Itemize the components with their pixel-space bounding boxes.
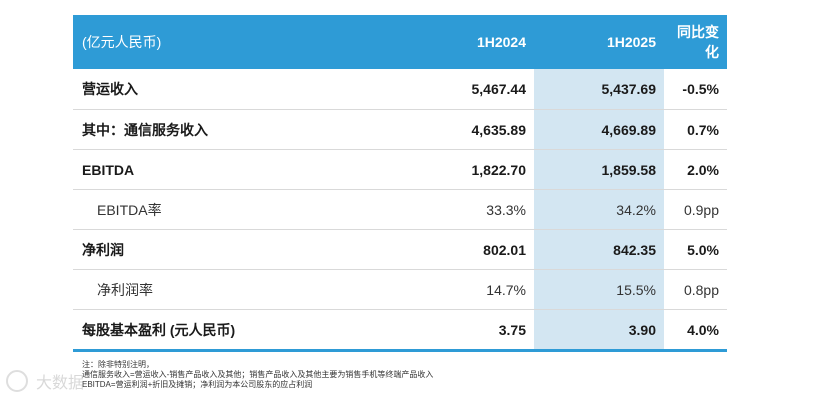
cell-yoy: 0.8pp <box>664 269 727 310</box>
row-label-net-margin: 净利润率 <box>73 269 371 310</box>
table-row: 其中：通信服务收入 4,635.89 4,669.89 0.7% <box>73 109 727 150</box>
cell-yoy: 2.0% <box>664 149 727 190</box>
cell-1h2025: 3.90 <box>534 309 664 352</box>
cell-1h2024: 33.3% <box>371 189 534 230</box>
footnote-line: 注：除非特别注明， <box>82 360 154 369</box>
cell-1h2025: 34.2% <box>534 189 664 230</box>
watermark: 大数据 <box>6 369 84 393</box>
table-row: 净利润率 14.7% 15.5% 0.8pp <box>73 269 727 310</box>
table-row: 营运收入 5,467.44 5,437.69 -0.5% <box>73 69 727 110</box>
row-label-service-revenue: 其中：通信服务收入 <box>73 109 371 150</box>
financial-summary-table: (亿元人民币) 1H2024 1H2025 同比变化 营运收入 5,467.44… <box>73 15 727 352</box>
cell-1h2024: 14.7% <box>371 269 534 310</box>
row-label-ebitda-margin: EBITDA率 <box>73 189 371 230</box>
header-unit-label: (亿元人民币) <box>73 15 371 69</box>
table-header-row: (亿元人民币) 1H2024 1H2025 同比变化 <box>73 15 727 69</box>
table-row: 每股基本盈利 (元人民币) 3.75 3.90 4.0% <box>73 309 727 352</box>
footnote-line: 通信服务收入=营运收入-销售产品收入及其他；销售产品收入及其他主要为销售手机等终… <box>82 370 434 379</box>
cell-yoy: 5.0% <box>664 229 727 270</box>
table-row: 净利润 802.01 842.35 5.0% <box>73 229 727 270</box>
cell-1h2025: 842.35 <box>534 229 664 270</box>
cell-1h2025: 5,437.69 <box>534 69 664 110</box>
cell-yoy: 0.7% <box>664 109 727 150</box>
cell-1h2024: 1,822.70 <box>371 149 534 190</box>
cell-1h2025: 4,669.89 <box>534 109 664 150</box>
cell-yoy: 4.0% <box>664 309 727 352</box>
header-yoy-change: 同比变化 <box>664 15 727 69</box>
table-row: EBITDA率 33.3% 34.2% 0.9pp <box>73 189 727 230</box>
financial-table-wrapper: (亿元人民币) 1H2024 1H2025 同比变化 营运收入 5,467.44… <box>73 15 727 352</box>
cell-1h2024: 4,635.89 <box>371 109 534 150</box>
row-label-operating-revenue: 营运收入 <box>73 69 371 110</box>
cell-1h2025: 15.5% <box>534 269 664 310</box>
cell-1h2025: 1,859.58 <box>534 149 664 190</box>
row-label-eps: 每股基本盈利 (元人民币) <box>73 309 371 352</box>
cell-yoy: 0.9pp <box>664 189 727 230</box>
header-1h2025: 1H2025 <box>534 15 664 69</box>
footnote-line: EBITDA=营运利润+折旧及摊销；净利润为本公司股东的应占利润 <box>82 380 313 389</box>
cell-yoy: -0.5% <box>664 69 727 110</box>
row-label-ebitda: EBITDA <box>73 149 371 190</box>
cell-1h2024: 3.75 <box>371 309 534 352</box>
footnotes: 注：除非特别注明， 通信服务收入=营运收入-销售产品收入及其他；销售产品收入及其… <box>82 360 433 390</box>
row-label-net-profit: 净利润 <box>73 229 371 270</box>
cell-1h2024: 5,467.44 <box>371 69 534 110</box>
watermark-logo-icon <box>6 370 28 392</box>
table-row: EBITDA 1,822.70 1,859.58 2.0% <box>73 149 727 190</box>
header-1h2024: 1H2024 <box>371 15 534 69</box>
watermark-text: 大数据 <box>36 375 85 392</box>
cell-1h2024: 802.01 <box>371 229 534 270</box>
